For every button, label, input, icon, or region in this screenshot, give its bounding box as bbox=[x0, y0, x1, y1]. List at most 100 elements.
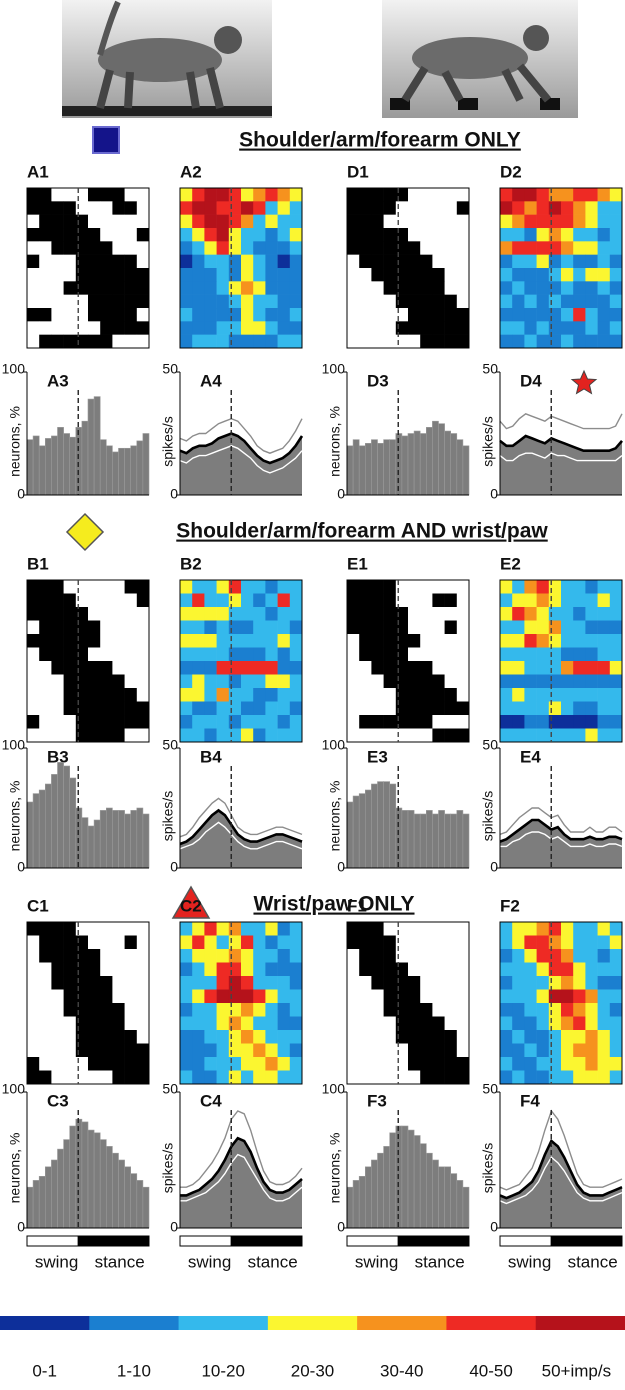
panel-frame bbox=[499, 921, 623, 1085]
cell bbox=[100, 962, 113, 977]
cell bbox=[444, 661, 458, 675]
cell bbox=[347, 661, 360, 675]
y-tick-label: 50 bbox=[162, 1081, 178, 1097]
cell bbox=[39, 228, 52, 242]
cell bbox=[39, 281, 52, 295]
colorbar-label: 20-30 bbox=[291, 1361, 334, 1380]
cell bbox=[241, 321, 254, 335]
panel-label: F3 bbox=[367, 1091, 387, 1110]
cell bbox=[289, 201, 303, 215]
cell bbox=[253, 254, 266, 269]
cell bbox=[63, 580, 77, 594]
cell bbox=[51, 922, 64, 936]
cell bbox=[253, 674, 266, 689]
y-axis-label: spikes/s bbox=[160, 416, 176, 467]
cell bbox=[432, 321, 445, 335]
cell bbox=[512, 308, 525, 322]
cell bbox=[420, 728, 433, 743]
cell bbox=[277, 976, 291, 990]
cell bbox=[265, 1003, 278, 1017]
cell bbox=[100, 976, 113, 990]
cell bbox=[39, 989, 52, 1004]
cell bbox=[253, 281, 266, 295]
cell bbox=[124, 647, 138, 662]
cell bbox=[585, 607, 598, 621]
cell bbox=[383, 1070, 397, 1085]
cell bbox=[204, 254, 217, 269]
bar bbox=[142, 433, 150, 496]
cell bbox=[432, 294, 445, 309]
cell bbox=[371, 701, 384, 716]
cell bbox=[444, 254, 458, 269]
bar bbox=[32, 435, 40, 496]
cell bbox=[204, 1057, 217, 1071]
cell bbox=[27, 674, 40, 689]
cell bbox=[124, 201, 138, 215]
cell bbox=[561, 268, 574, 282]
cell bbox=[432, 1030, 445, 1044]
cell bbox=[524, 188, 537, 202]
cell bbox=[359, 188, 372, 202]
cell bbox=[277, 294, 291, 309]
cell bbox=[561, 214, 574, 229]
cell bbox=[512, 674, 525, 689]
cell bbox=[548, 647, 562, 662]
cell bbox=[408, 674, 421, 689]
cell bbox=[27, 715, 40, 729]
cell bbox=[456, 715, 470, 729]
cell bbox=[573, 922, 586, 936]
cell bbox=[100, 620, 113, 635]
cell bbox=[253, 241, 266, 255]
cell bbox=[204, 241, 217, 255]
cell bbox=[253, 1003, 266, 1017]
cell bbox=[347, 728, 360, 743]
cell bbox=[500, 580, 513, 594]
cell bbox=[51, 580, 64, 594]
cell bbox=[63, 228, 77, 242]
cell bbox=[124, 321, 138, 335]
cell bbox=[136, 1070, 150, 1085]
cell bbox=[241, 201, 254, 215]
bar bbox=[124, 813, 131, 869]
cell bbox=[124, 1070, 138, 1085]
cell bbox=[192, 674, 205, 689]
cell bbox=[51, 268, 64, 282]
cell bbox=[536, 1003, 550, 1017]
cell bbox=[204, 268, 217, 282]
cell bbox=[216, 254, 230, 269]
cell bbox=[289, 1003, 303, 1017]
cell bbox=[51, 935, 64, 950]
cell bbox=[124, 976, 138, 990]
cell bbox=[136, 715, 150, 729]
cell bbox=[512, 241, 525, 255]
colorbar-label: 10-20 bbox=[201, 1361, 244, 1380]
cell bbox=[420, 634, 433, 648]
cell bbox=[347, 701, 360, 716]
bar bbox=[63, 1139, 70, 1229]
cell bbox=[597, 607, 611, 621]
cell bbox=[180, 281, 193, 295]
cell bbox=[609, 715, 623, 729]
cell bbox=[39, 214, 52, 229]
cell bbox=[347, 334, 360, 349]
y-tick-label: 0 bbox=[490, 486, 498, 502]
cell bbox=[573, 254, 586, 269]
cell bbox=[524, 922, 537, 936]
cell bbox=[88, 188, 101, 202]
cell bbox=[536, 281, 550, 295]
cell bbox=[51, 701, 64, 716]
cell bbox=[180, 620, 193, 635]
cell bbox=[277, 334, 291, 349]
cell bbox=[124, 1030, 138, 1044]
cell bbox=[371, 674, 384, 689]
cell bbox=[573, 268, 586, 282]
cell bbox=[512, 647, 525, 662]
cell bbox=[63, 728, 77, 743]
axis bbox=[499, 372, 622, 496]
colorbar-swatch bbox=[178, 1316, 269, 1330]
cell bbox=[100, 634, 113, 648]
cell bbox=[432, 188, 445, 202]
cell bbox=[456, 294, 470, 309]
y-tick-label: 50 bbox=[162, 361, 178, 377]
cell bbox=[585, 1016, 598, 1031]
